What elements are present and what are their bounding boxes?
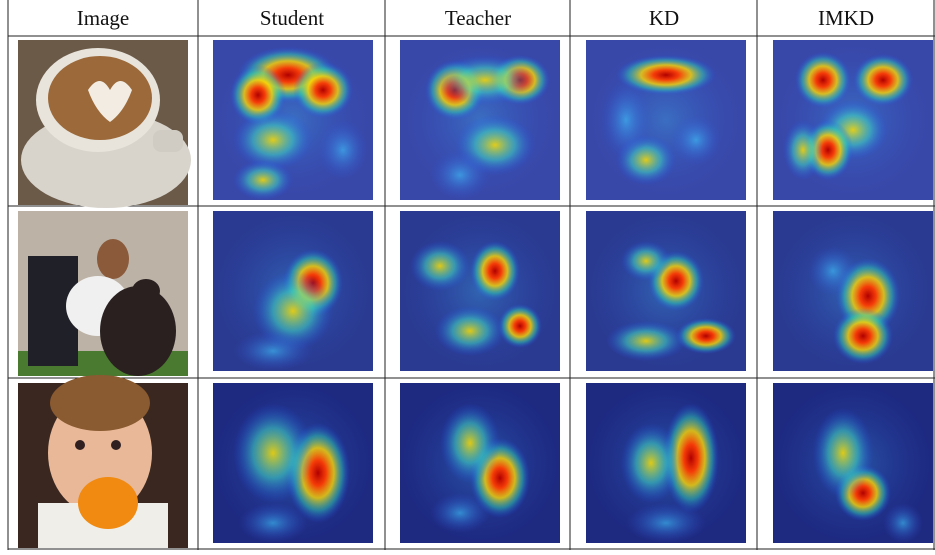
heatmap xyxy=(773,40,933,200)
photo-shape xyxy=(50,375,150,431)
input-image xyxy=(18,375,188,548)
heatmap xyxy=(400,211,560,371)
heatmap-blob xyxy=(671,115,721,165)
heatmap xyxy=(213,40,373,200)
header-cell: KD xyxy=(649,6,679,30)
heatmap-blob xyxy=(233,403,313,503)
heatmap-blob xyxy=(435,55,535,105)
heatmap xyxy=(586,211,746,371)
heatmap-blob xyxy=(410,241,470,291)
heatmap xyxy=(586,40,746,200)
heatmap xyxy=(400,40,560,200)
heatmap-blob xyxy=(676,318,736,354)
photo-shape xyxy=(78,477,138,529)
header-cell: Image xyxy=(77,6,129,30)
photo-shape xyxy=(97,239,129,279)
photo-shape xyxy=(75,440,85,450)
heatmap-blob xyxy=(498,304,542,348)
heatmap-blob xyxy=(808,246,858,296)
heatmap xyxy=(213,211,373,371)
heatmap-blob xyxy=(293,62,353,118)
heatmap-blob xyxy=(606,321,686,361)
heatmap-blob xyxy=(795,52,851,108)
heatmap-blob xyxy=(233,331,313,371)
heatmap-blob xyxy=(783,120,823,180)
heatmap-blob xyxy=(430,493,490,533)
input-image xyxy=(18,211,188,376)
heatmap xyxy=(400,383,560,543)
header-row: Image Student Teacher KD IMKD xyxy=(77,6,874,30)
photo-shape xyxy=(153,130,183,152)
heatmap-blob xyxy=(238,503,308,543)
heatmap-blob xyxy=(626,503,706,543)
heatmap-blob xyxy=(233,110,313,170)
input-image xyxy=(18,40,191,208)
photo-shape xyxy=(111,440,121,450)
heatmap xyxy=(586,383,746,543)
heatmap-blob xyxy=(440,403,500,483)
heatmap-blob xyxy=(435,306,505,356)
heatmap xyxy=(213,383,373,543)
heatmap-blob xyxy=(883,503,923,543)
heatmap-blob xyxy=(470,241,520,301)
heatmap-blob xyxy=(430,150,490,200)
heatmap-blob xyxy=(621,423,681,503)
heatmap-blob xyxy=(621,241,671,281)
figure-table: Image Student Teacher KD IMKD xyxy=(0,0,935,550)
photo-shape xyxy=(132,279,160,303)
heatmap-blob xyxy=(601,80,651,160)
header-cell: IMKD xyxy=(818,6,874,30)
header-cell: Teacher xyxy=(445,6,511,30)
heatmap xyxy=(773,383,933,543)
heatmap-blob xyxy=(833,308,893,364)
heatmap xyxy=(773,211,933,371)
heatmap-blob xyxy=(853,54,913,106)
header-cell: Student xyxy=(260,6,324,30)
heatmap-blob xyxy=(318,120,368,180)
heatmap-blob xyxy=(233,160,293,200)
heatmap-blob xyxy=(813,408,873,498)
